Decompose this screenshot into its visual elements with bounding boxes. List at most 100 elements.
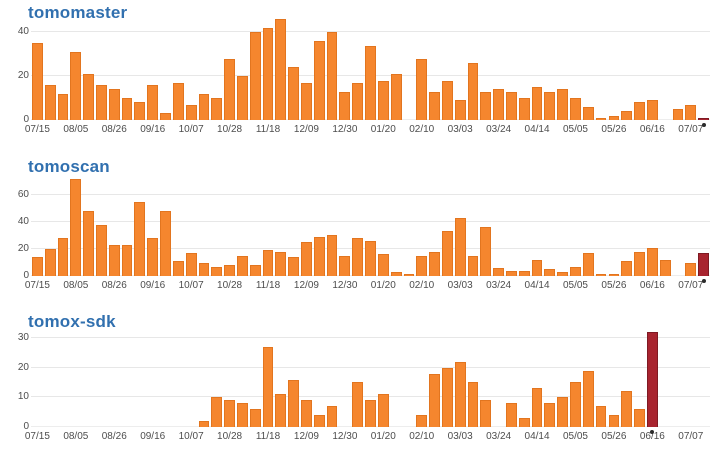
highlighted-week-bar[interactable] [698, 117, 709, 120]
week-bar[interactable] [224, 58, 235, 120]
week-bar[interactable] [70, 52, 82, 120]
week-bar[interactable] [96, 224, 107, 276]
week-bar[interactable] [403, 274, 415, 276]
week-bar[interactable] [544, 403, 556, 427]
week-bar[interactable] [326, 32, 338, 120]
week-bar[interactable] [493, 267, 504, 276]
week-bar[interactable] [659, 259, 671, 276]
week-bar[interactable] [570, 266, 581, 276]
week-bar[interactable] [518, 98, 530, 120]
week-bar[interactable] [313, 236, 325, 276]
week-bar[interactable] [172, 82, 184, 120]
week-bar[interactable] [301, 242, 312, 276]
week-bar[interactable] [377, 80, 389, 120]
week-bar[interactable] [198, 93, 210, 120]
week-bar[interactable] [275, 19, 287, 120]
week-bar[interactable] [467, 63, 479, 120]
week-bar[interactable] [236, 403, 248, 427]
week-bar[interactable] [288, 257, 300, 276]
week-bar[interactable] [262, 346, 274, 427]
week-bar[interactable] [134, 102, 146, 120]
week-bar[interactable] [608, 274, 620, 276]
week-bar[interactable] [390, 73, 402, 120]
week-bar[interactable] [685, 262, 697, 276]
week-bar[interactable] [262, 250, 274, 276]
week-bar[interactable] [531, 259, 543, 276]
week-bar[interactable] [544, 269, 556, 276]
week-bar[interactable] [147, 84, 159, 120]
week-bar[interactable] [634, 102, 645, 120]
week-bar[interactable] [326, 235, 338, 276]
week-bar[interactable] [198, 262, 210, 276]
week-bar[interactable] [147, 238, 159, 276]
week-bar[interactable] [467, 255, 479, 276]
week-bar[interactable] [57, 238, 69, 276]
week-bar[interactable] [121, 98, 133, 120]
week-bar[interactable] [275, 394, 287, 427]
week-bar[interactable] [595, 117, 607, 120]
week-bar[interactable] [198, 421, 210, 427]
week-bar[interactable] [262, 27, 274, 120]
highlighted-week-bar[interactable] [698, 253, 709, 276]
week-bar[interactable] [352, 82, 364, 120]
week-bar[interactable] [506, 91, 517, 120]
week-bar[interactable] [595, 406, 607, 427]
week-bar[interactable] [582, 370, 594, 427]
week-bar[interactable] [570, 98, 581, 120]
week-bar[interactable] [416, 255, 428, 276]
week-bar[interactable] [441, 367, 453, 427]
week-bar[interactable] [518, 418, 530, 427]
week-bar[interactable] [582, 253, 594, 276]
highlighted-week-bar[interactable] [646, 331, 658, 427]
week-bar[interactable] [557, 397, 569, 427]
week-bar[interactable] [44, 84, 56, 120]
week-bar[interactable] [672, 109, 684, 120]
week-bar[interactable] [441, 80, 453, 120]
week-bar[interactable] [506, 403, 517, 427]
week-bar[interactable] [493, 89, 504, 120]
week-bar[interactable] [506, 270, 517, 276]
week-bar[interactable] [32, 257, 43, 276]
week-bar[interactable] [236, 76, 248, 120]
week-bar[interactable] [249, 409, 261, 427]
week-bar[interactable] [275, 251, 287, 276]
week-bar[interactable] [96, 84, 107, 120]
week-bar[interactable] [390, 271, 402, 276]
week-bar[interactable] [313, 415, 325, 427]
week-bar[interactable] [467, 382, 479, 427]
week-bar[interactable] [339, 91, 351, 120]
week-bar[interactable] [160, 211, 171, 276]
week-bar[interactable] [70, 178, 82, 276]
week-bar[interactable] [582, 106, 594, 120]
week-bar[interactable] [236, 255, 248, 276]
week-bar[interactable] [185, 104, 197, 120]
week-bar[interactable] [185, 253, 197, 276]
week-bar[interactable] [301, 82, 312, 120]
week-bar[interactable] [249, 265, 261, 276]
week-bar[interactable] [211, 397, 223, 427]
week-bar[interactable] [377, 254, 389, 276]
week-bar[interactable] [301, 400, 312, 427]
week-bar[interactable] [326, 406, 338, 427]
week-bar[interactable] [429, 373, 440, 427]
week-bar[interactable] [211, 98, 223, 120]
week-bar[interactable] [224, 400, 235, 427]
week-bar[interactable] [108, 244, 120, 276]
week-bar[interactable] [32, 43, 43, 120]
week-bar[interactable] [570, 382, 581, 427]
week-bar[interactable] [480, 400, 492, 427]
week-bar[interactable] [172, 261, 184, 276]
week-bar[interactable] [416, 58, 428, 120]
week-bar[interactable] [480, 91, 492, 120]
week-bar[interactable] [646, 247, 658, 276]
week-bar[interactable] [429, 251, 440, 276]
week-bar[interactable] [429, 91, 440, 120]
week-bar[interactable] [365, 45, 376, 120]
week-bar[interactable] [634, 409, 645, 427]
week-bar[interactable] [121, 244, 133, 276]
week-bar[interactable] [531, 87, 543, 120]
week-bar[interactable] [480, 227, 492, 276]
week-bar[interactable] [621, 261, 633, 276]
week-bar[interactable] [57, 93, 69, 120]
week-bar[interactable] [108, 89, 120, 120]
